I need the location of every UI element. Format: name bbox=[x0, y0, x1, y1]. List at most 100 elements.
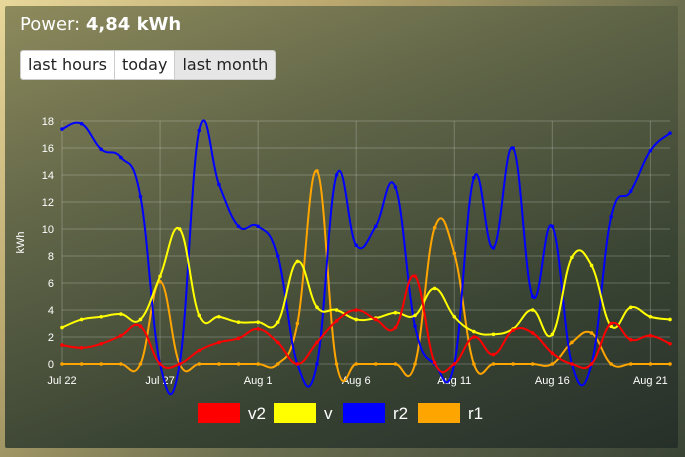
series-v2-point bbox=[570, 362, 574, 366]
series-r1-point bbox=[609, 362, 613, 366]
today-button[interactable]: today bbox=[114, 51, 176, 79]
x-tick-label: Aug 1 bbox=[244, 375, 273, 387]
series-v2-point bbox=[197, 348, 202, 353]
series-v-point bbox=[648, 314, 653, 319]
y-tick-label: 18 bbox=[42, 116, 54, 128]
legend-label-r2[interactable]: r2 bbox=[393, 404, 408, 423]
series-v2-point bbox=[491, 352, 496, 357]
series-v2-point bbox=[295, 362, 300, 366]
series-v-point bbox=[530, 308, 535, 312]
series-v-point bbox=[79, 317, 84, 322]
range-button-group: last hours today last month bbox=[20, 50, 277, 80]
series-r2-point bbox=[256, 224, 260, 229]
x-tick-label: Jul 27 bbox=[145, 375, 174, 387]
y-tick-label: 10 bbox=[42, 224, 54, 236]
series-v-point bbox=[354, 317, 358, 322]
series-r1-point bbox=[668, 362, 672, 366]
y-tick-label: 12 bbox=[42, 197, 54, 209]
series-v2-point bbox=[119, 333, 123, 338]
series-v2-point bbox=[217, 340, 221, 345]
series-v-point bbox=[334, 308, 339, 312]
series-r1-point bbox=[295, 321, 300, 326]
series-r2-point bbox=[315, 362, 319, 366]
series-r1-point bbox=[275, 362, 280, 366]
series-r1-point bbox=[511, 362, 515, 366]
series-r2-point bbox=[491, 246, 496, 250]
series-v2-point bbox=[99, 341, 104, 346]
series-v2-point bbox=[628, 337, 633, 342]
series-v-point bbox=[550, 332, 555, 337]
series-v-point bbox=[570, 255, 574, 260]
series-r2-point bbox=[197, 128, 202, 133]
y-tick-label: 4 bbox=[48, 305, 54, 317]
last-month-button[interactable]: last month bbox=[175, 51, 276, 79]
series-v-point bbox=[256, 320, 260, 324]
series-v2-point bbox=[550, 351, 555, 356]
series-v-point bbox=[158, 274, 162, 279]
series-v2-point bbox=[60, 343, 64, 347]
series-r2-point bbox=[119, 155, 123, 160]
series-r2-point bbox=[511, 146, 515, 150]
series-v2-point bbox=[472, 335, 476, 339]
series-v-point bbox=[236, 320, 241, 324]
series-r1-point bbox=[472, 362, 476, 366]
series-v2-point bbox=[256, 327, 260, 331]
series-r1-point bbox=[432, 225, 437, 230]
series-v-point bbox=[99, 314, 104, 319]
series-v2-point bbox=[79, 346, 84, 350]
series-r1-point bbox=[628, 362, 633, 366]
legend-label-v2[interactable]: v2 bbox=[248, 404, 266, 423]
series-v-point bbox=[589, 263, 594, 268]
series-v-point bbox=[60, 325, 64, 330]
legend-swatch-r1[interactable] bbox=[418, 403, 460, 423]
series-v2-point bbox=[393, 325, 398, 330]
series-r1-point bbox=[589, 331, 594, 335]
series-r1-point bbox=[374, 362, 378, 366]
series-v2-point bbox=[334, 319, 339, 323]
series-r2-point bbox=[79, 121, 84, 126]
series-r2-point bbox=[236, 224, 241, 229]
series-v2-point bbox=[530, 331, 535, 335]
series-r1-point bbox=[60, 362, 64, 366]
x-tick-label: Aug 16 bbox=[535, 375, 570, 387]
x-tick-label: Jul 22 bbox=[47, 375, 76, 387]
last-hours-button[interactable]: last hours bbox=[21, 51, 115, 79]
x-tick-label: Aug 21 bbox=[633, 375, 668, 387]
series-v-point bbox=[197, 313, 202, 318]
series-v-point bbox=[217, 314, 221, 319]
series-r2-point bbox=[609, 215, 613, 219]
y-axis-label: kWh bbox=[15, 232, 27, 254]
series-v-point bbox=[275, 320, 280, 324]
series-r1-point bbox=[570, 340, 574, 345]
series-r1-point bbox=[79, 362, 84, 366]
legend-swatch-v[interactable] bbox=[274, 403, 316, 423]
series-v2-point bbox=[177, 362, 182, 366]
x-tick-label: Aug 11 bbox=[437, 375, 471, 387]
series-v-line bbox=[61, 226, 671, 338]
series-r2-point bbox=[354, 243, 358, 247]
series-v2-point bbox=[668, 341, 672, 346]
series-v2-point bbox=[158, 362, 162, 366]
series-v-point bbox=[452, 314, 457, 319]
series-v-point bbox=[668, 317, 672, 322]
series-r2-point bbox=[550, 224, 555, 229]
series-r1-point bbox=[315, 169, 319, 173]
power-value: 4,84 kWh bbox=[85, 14, 182, 35]
series-r1-point bbox=[491, 362, 496, 366]
power-summary: Power: 4,84 kWh bbox=[20, 14, 181, 35]
series-v2-point bbox=[589, 362, 594, 366]
legend-swatch-r2[interactable] bbox=[343, 403, 385, 423]
series-r2-point bbox=[60, 127, 64, 131]
series-v2-point bbox=[275, 340, 280, 345]
series-r1-point bbox=[413, 362, 417, 366]
legend-swatch-v2[interactable] bbox=[198, 403, 240, 423]
series-v2-point bbox=[374, 317, 378, 322]
series-r1-point bbox=[354, 362, 358, 366]
legend-label-v[interactable]: v bbox=[324, 404, 333, 423]
y-tick-label: 0 bbox=[48, 359, 54, 371]
series-r1-point bbox=[530, 362, 535, 366]
series-v2-point bbox=[413, 274, 417, 279]
series-r1-point bbox=[334, 362, 339, 366]
legend-label-r1[interactable]: r1 bbox=[468, 404, 483, 423]
series-r1-point bbox=[393, 362, 398, 366]
